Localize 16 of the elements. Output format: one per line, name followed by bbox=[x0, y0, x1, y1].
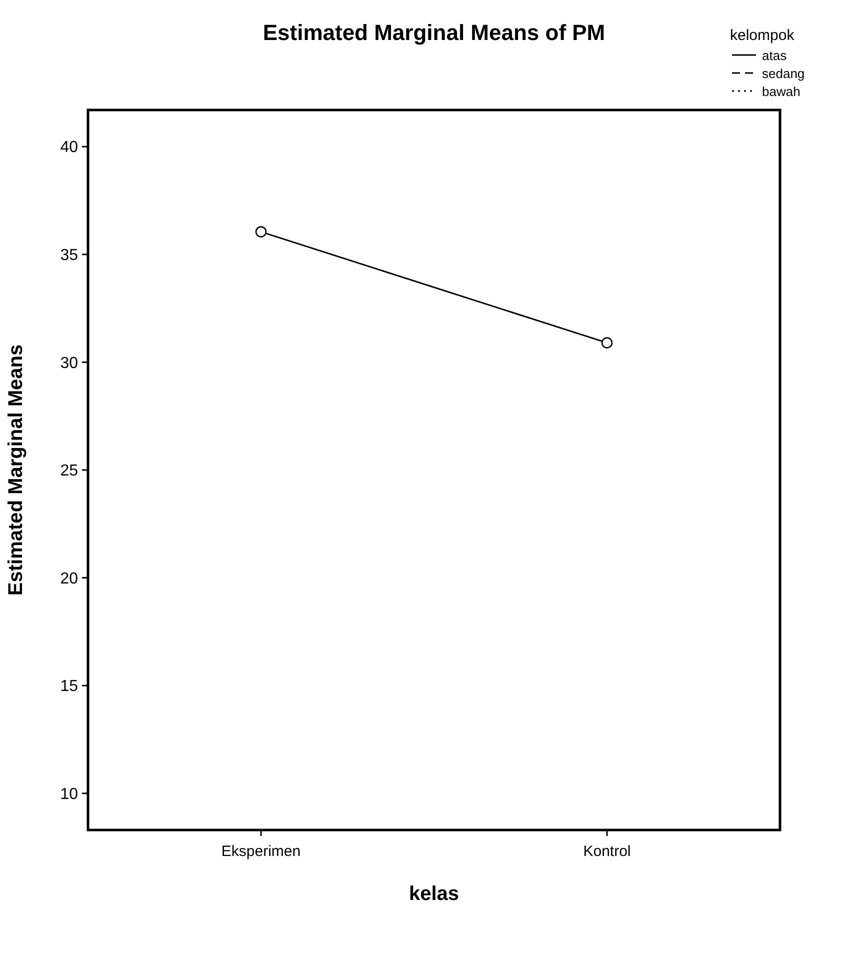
y-tick-label: 40 bbox=[60, 139, 78, 156]
y-tick-label: 10 bbox=[60, 786, 78, 803]
y-tick-label: 25 bbox=[60, 462, 78, 480]
y-axis-title: Estimated Marginal Means bbox=[5, 344, 27, 596]
chart-title: Estimated Marginal Means of PM bbox=[262, 20, 606, 45]
y-tick-label: 35 bbox=[60, 247, 78, 264]
x-tick-label: Eksperimen bbox=[221, 843, 301, 860]
x-tick-label: Kontrol bbox=[583, 843, 631, 860]
y-tick-label: 15 bbox=[60, 678, 78, 696]
legend-title: kelompok bbox=[730, 27, 795, 44]
y-tick-label: 20 bbox=[60, 570, 78, 588]
legend-label: sedang bbox=[762, 66, 805, 81]
legend-label: atas bbox=[762, 48, 788, 63]
y-tick-label: 30 bbox=[60, 354, 78, 372]
x-axis-title: kelas bbox=[408, 883, 460, 905]
legend-label: bawah bbox=[762, 84, 800, 99]
